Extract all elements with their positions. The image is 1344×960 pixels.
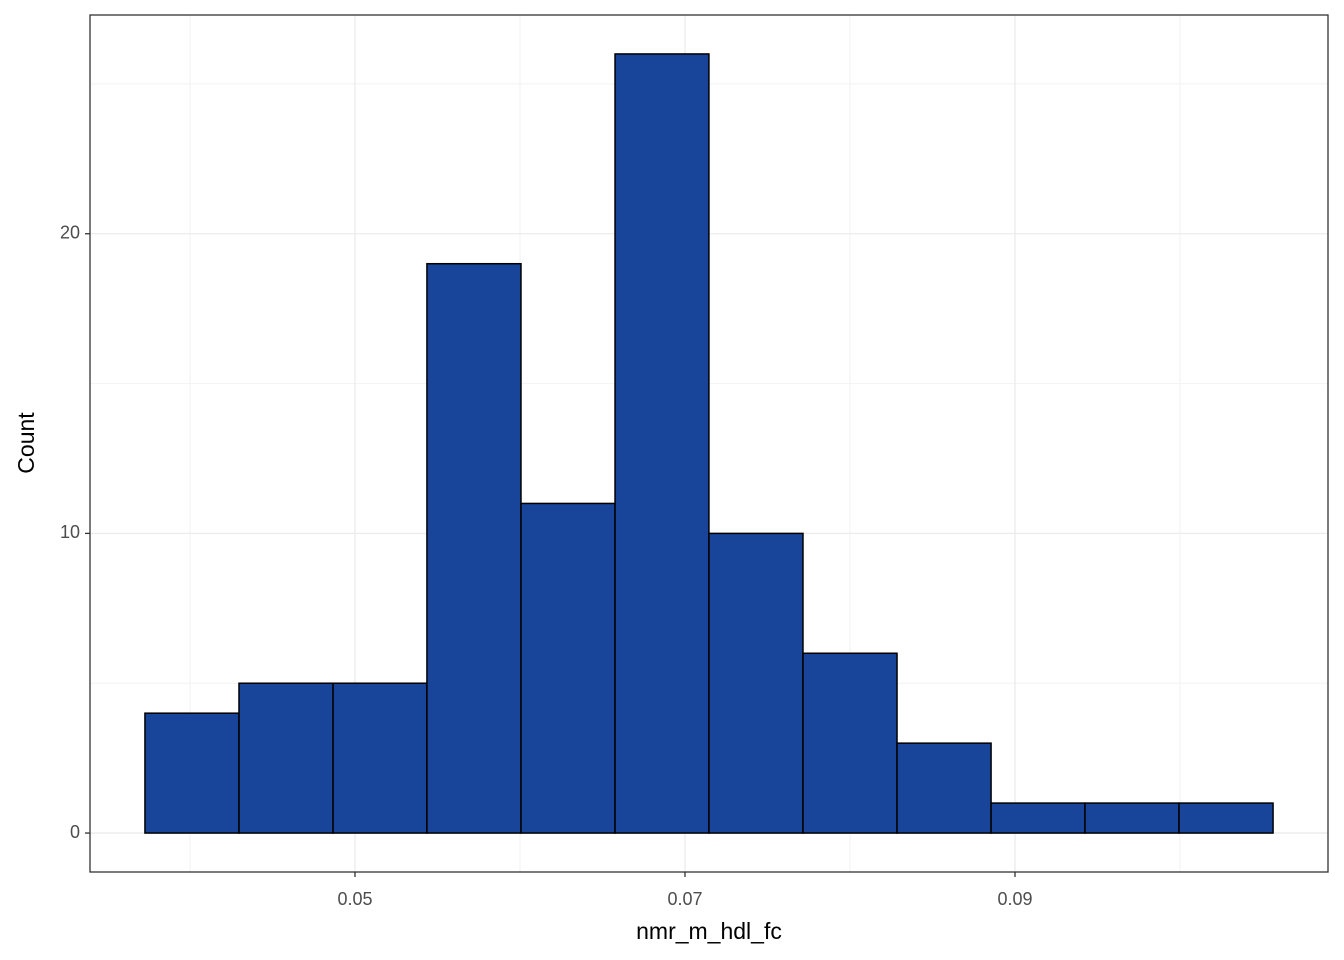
bar (708, 532, 804, 834)
panel-border (89, 14, 1329, 873)
x-axis-title: nmr_m_hdl_fc (636, 918, 782, 944)
y-axis-title: Count (13, 412, 39, 474)
x-tick-label: 0.07 (667, 889, 702, 909)
bar (614, 53, 710, 834)
bar (896, 742, 992, 834)
y-tick-label: 10 (60, 522, 80, 542)
bar (1084, 802, 1180, 834)
bar (1178, 802, 1274, 834)
bar (238, 682, 334, 834)
bar (426, 262, 522, 834)
bar (332, 682, 428, 834)
x-tick-label: 0.05 (337, 889, 372, 909)
bar (990, 802, 1086, 834)
x-tick-label: 0.09 (997, 889, 1032, 909)
bar (802, 652, 898, 834)
y-tick-label: 20 (60, 222, 80, 242)
bar (520, 502, 616, 834)
bar (144, 712, 240, 834)
y-tick-label: 0 (70, 822, 80, 842)
